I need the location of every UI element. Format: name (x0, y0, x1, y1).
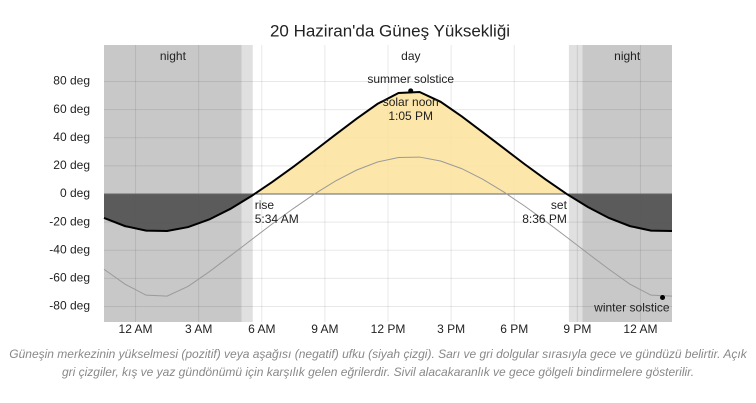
y-tick-label: 60 deg (53, 102, 90, 116)
x-tick-label: 12 AM (119, 322, 153, 336)
region-label: night (160, 49, 187, 63)
region-label: night (614, 49, 641, 63)
x-tick-label: 12 PM (371, 322, 406, 336)
y-tick-label: -40 deg (49, 242, 90, 256)
event-time: 8:36 PM (522, 212, 567, 226)
event-time: 5:34 AM (255, 212, 299, 226)
day-fill (254, 91, 567, 194)
x-tick-label: 6 AM (248, 322, 275, 336)
x-tick-label: 3 PM (437, 322, 465, 336)
y-tick-label: 20 deg (53, 158, 90, 172)
event-time: 1:05 PM (388, 109, 433, 123)
series-line (103, 156, 673, 297)
region-band (104, 45, 242, 322)
x-tick-label: 9 PM (563, 322, 591, 336)
x-tick-label: 12 AM (623, 322, 657, 336)
x-tick-label: 6 PM (500, 322, 528, 336)
chart: 20 Haziran'da Güneş Yüksekliği night day n… (49, 21, 673, 336)
region-band (568, 45, 583, 322)
night-fill (104, 194, 672, 232)
solstice-dot (408, 88, 414, 94)
solstice-label: winter solstice (593, 301, 670, 315)
y-tick-label: 40 deg (53, 130, 90, 144)
region-label: day (401, 49, 420, 63)
region-band (241, 45, 253, 322)
y-tick-label: -60 deg (49, 271, 90, 285)
y-tick-label: 80 deg (53, 74, 90, 88)
region-band (582, 45, 672, 322)
y-tick-label: 0 deg (60, 186, 90, 200)
x-tick-label: 9 AM (311, 322, 338, 336)
caption: Güneşin merkezinin yükselmesi (pozitif) … (9, 347, 747, 379)
x-tick-label: 3 AM (185, 322, 212, 336)
event-label: rise (255, 198, 275, 212)
event-label: set (551, 198, 568, 212)
y-tick-label: -80 deg (49, 299, 90, 313)
y-tick-label: -20 deg (49, 214, 90, 228)
chart-title: 20 Haziran'da Güneş Yüksekliği (270, 21, 510, 40)
event-label: solar noon (383, 95, 439, 109)
solstice-dot (660, 295, 666, 301)
solstice-label: summer solstice (367, 72, 454, 86)
series-line (103, 90, 673, 233)
